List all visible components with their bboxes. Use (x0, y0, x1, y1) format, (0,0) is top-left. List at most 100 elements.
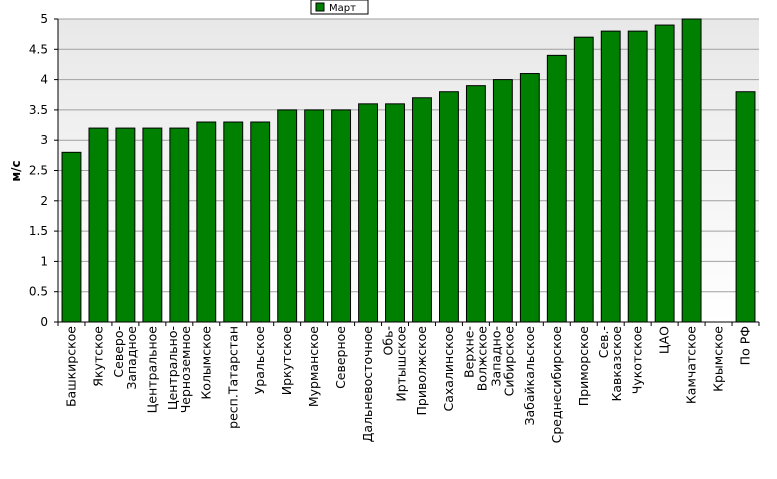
x-tick-label: Башкирское (63, 326, 78, 407)
x-tick-label: Приволжское (414, 326, 429, 416)
x-tick-label-line: Иркутское (279, 326, 294, 396)
x-tick-label-line: Приморское (576, 326, 591, 407)
x-tick-label-line: Приволжское (414, 326, 429, 416)
y-tick-labels: 0 0.5 1 1.5 2 2.5 3 3.5 4 4.5 5 (29, 12, 48, 329)
legend-swatch (315, 2, 325, 12)
legend-box (310, 0, 369, 15)
x-tick-label-line: Волжское (474, 326, 489, 392)
bars (61, 18, 756, 323)
bar (654, 24, 675, 323)
bar (223, 121, 244, 323)
x-tick-label: Центральное (144, 326, 159, 414)
x-tick-label-line: ЦАО (657, 326, 672, 354)
x-tick-label: ЦАО (657, 326, 672, 354)
x-tick-label: Западно-Сибирское (488, 326, 516, 397)
x-tick-labels: Башкирское Якутское Северо-Западное Централ… (63, 326, 752, 444)
bar (304, 109, 325, 323)
bar (573, 36, 594, 323)
x-tick-label-line: По РФ (738, 326, 753, 366)
bar (358, 103, 378, 323)
x-tick-label: Северо-Западное (111, 326, 139, 390)
bar (115, 127, 136, 323)
y-tick-label: 3 (40, 133, 48, 147)
x-tick-label: Верхне-Волжское (461, 326, 489, 392)
x-tick-label-line: Колымское (198, 326, 213, 400)
y-tick-label: 4.5 (29, 42, 48, 56)
x-tick-label: Приморское (576, 326, 591, 407)
bar (88, 127, 109, 323)
x-tick-label-line: Сахалинское (441, 326, 456, 412)
x-tick-label: Сев.-Кавказское (596, 326, 624, 402)
x-tick-label: Иркутское (279, 326, 294, 396)
x-tick-label: Камчатское (684, 326, 699, 404)
x-tick-label: Центрально-Черноземное (165, 326, 193, 414)
x-tick-label: Северное (333, 326, 348, 389)
y-tick-label: 0 (40, 315, 48, 329)
y-tick-label: 1 (40, 254, 48, 268)
x-tick-label: Обь-Иртышское (381, 326, 409, 402)
x-tick-label-line: Западное (124, 326, 139, 390)
axes (54, 18, 760, 326)
y-tick-label: 5 (40, 12, 48, 26)
x-tick-label: Якутское (90, 326, 105, 387)
legend: Март (310, 0, 369, 15)
y-tick-label: 3.5 (29, 103, 48, 117)
x-tick-label-line: Чукотское (630, 326, 645, 395)
x-tick-label-line: Сев.- (596, 326, 611, 358)
x-tick-label-line: Якутское (90, 326, 105, 387)
x-tick-label-line: Дальневосточное (360, 326, 375, 443)
x-tick-label-line: Верхне- (461, 326, 476, 378)
x-tick-label: Чукотское (630, 326, 645, 395)
bar (492, 79, 513, 323)
bar (61, 151, 82, 323)
x-tick-label-line: Башкирское (63, 326, 78, 407)
x-tick-label-line: Забайкальское (522, 326, 537, 426)
bar (412, 97, 432, 323)
x-tick-label: Дальневосточное (360, 326, 375, 443)
x-tick-label-line: Центрально- (165, 326, 180, 410)
x-tick-label: респ.Татарстан (225, 326, 240, 429)
bar (627, 30, 648, 323)
x-tick-label: Сахалинское (441, 326, 456, 412)
y-tick-label: 2 (40, 194, 48, 208)
x-tick-label-line: Северо- (111, 326, 126, 378)
y-tick-label: 0.5 (29, 285, 48, 299)
x-tick-label-line: Камчатское (684, 326, 699, 404)
x-tick-label: Колымское (198, 326, 213, 400)
bar (439, 91, 459, 323)
bar (600, 30, 621, 323)
bar (250, 121, 271, 323)
bar (735, 91, 756, 323)
x-tick-label-line: Центральное (144, 326, 159, 414)
bar (519, 73, 540, 323)
bar (546, 54, 567, 323)
y-tick-label: 1.5 (29, 224, 48, 238)
bar (196, 121, 217, 323)
y-tick-label: 2.5 (29, 164, 48, 178)
x-tick-label: Мурманское (306, 326, 321, 407)
x-tick-label-line: Северное (333, 326, 348, 389)
x-tick-label-line: Иртышское (394, 326, 409, 402)
x-tick-label-line: Западно- (488, 326, 503, 386)
bar (465, 85, 486, 323)
bar (681, 18, 702, 323)
bar (331, 109, 352, 323)
x-tick-label: Забайкальское (522, 326, 537, 426)
x-tick-label-line: Сибирское (501, 326, 516, 397)
x-tick-label-line: Мурманское (306, 326, 321, 407)
x-tick-label: Среднесибирское (549, 326, 564, 444)
x-tick-label-line: Обь- (381, 326, 396, 355)
x-tick-label-line: респ.Татарстан (225, 326, 240, 429)
y-tick-label: 4 (40, 73, 48, 87)
bar (142, 127, 163, 323)
x-tick-label-line: Крымское (711, 326, 726, 392)
bar (277, 109, 298, 323)
x-tick-label-line: Черноземное (178, 326, 193, 414)
bar (385, 103, 405, 323)
x-tick-label-line: Среднесибирское (549, 326, 564, 444)
x-tick-label-line: Кавказское (609, 326, 624, 402)
legend-label: Март (329, 3, 356, 14)
x-tick-label: По РФ (738, 326, 753, 366)
bar (169, 127, 190, 323)
